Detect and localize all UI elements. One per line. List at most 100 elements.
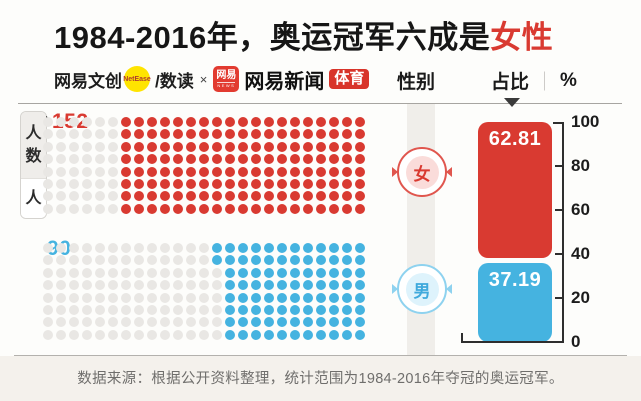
waffle-dot bbox=[43, 166, 53, 177]
waffle-dot bbox=[290, 317, 300, 328]
waffle-dot bbox=[69, 178, 79, 189]
waffle-dot bbox=[277, 255, 287, 266]
waffle-dot bbox=[134, 203, 144, 214]
waffle-dot bbox=[69, 117, 79, 127]
waffle-dot bbox=[82, 191, 92, 202]
waffle-dot bbox=[134, 267, 144, 278]
waffle-dot bbox=[69, 317, 79, 328]
waffle-dot bbox=[160, 203, 170, 214]
waffle-dot bbox=[134, 317, 144, 328]
waffle-dot bbox=[329, 154, 339, 165]
waffle-dot bbox=[69, 191, 79, 202]
waffle-dot bbox=[95, 329, 105, 340]
waffle-dot bbox=[69, 129, 79, 140]
waffle-dot bbox=[43, 267, 53, 278]
title-text: 1984-2016年，奥运冠军六成是 bbox=[54, 20, 491, 55]
waffle-dot bbox=[290, 191, 300, 202]
waffle-dot bbox=[160, 141, 170, 152]
waffle-dot bbox=[277, 141, 287, 152]
waffle-dot bbox=[160, 304, 170, 315]
male-gender-badge: 男 bbox=[392, 264, 452, 314]
waffle-dot bbox=[225, 317, 235, 328]
axis-tick bbox=[555, 209, 562, 211]
waffle-dot bbox=[212, 267, 222, 278]
waffle-dot bbox=[43, 154, 53, 165]
waffle-dot bbox=[212, 141, 222, 152]
waffle-dot bbox=[43, 178, 53, 189]
waffle-dot bbox=[173, 243, 183, 253]
waffle-dot bbox=[186, 317, 196, 328]
waffle-dot bbox=[264, 317, 274, 328]
waffle-dot bbox=[56, 154, 66, 165]
waffle-dot bbox=[212, 304, 222, 315]
waffle-dot bbox=[329, 267, 339, 278]
waffle-dot bbox=[108, 141, 118, 152]
pointer-right-icon bbox=[446, 284, 452, 294]
waffle-dot bbox=[264, 178, 274, 189]
waffle-dot bbox=[238, 203, 248, 214]
waffle-dot bbox=[303, 178, 313, 189]
waffle-dot bbox=[108, 317, 118, 328]
waffle-dot bbox=[212, 329, 222, 340]
waffle-dot bbox=[303, 154, 313, 165]
waffle-dot bbox=[56, 178, 66, 189]
share-separator: ｜ bbox=[535, 72, 555, 93]
waffle-dot bbox=[329, 292, 339, 303]
waffle-dot bbox=[160, 317, 170, 328]
waffle-dot bbox=[43, 329, 53, 340]
waffle-dot bbox=[342, 129, 352, 140]
waffle-dot bbox=[290, 329, 300, 340]
page-title: 1984-2016年，奥运冠军六成是女性 bbox=[54, 12, 553, 57]
waffle-dot bbox=[329, 255, 339, 266]
waffle-dot bbox=[199, 117, 209, 127]
waffle-dot bbox=[316, 292, 326, 303]
waffle-dot bbox=[225, 154, 235, 165]
waffle-dot bbox=[277, 117, 287, 127]
waffle-dot bbox=[225, 178, 235, 189]
waffle-dot bbox=[212, 292, 222, 303]
waffle-dot bbox=[134, 178, 144, 189]
waffle-dot bbox=[134, 129, 144, 140]
waffle-dot bbox=[238, 117, 248, 127]
waffle-dot bbox=[199, 292, 209, 303]
waffle-dot bbox=[95, 203, 105, 214]
waffle-dot bbox=[316, 203, 326, 214]
waffle-dot bbox=[316, 117, 326, 127]
waffle-dot bbox=[108, 191, 118, 202]
waffle-dot bbox=[108, 178, 118, 189]
waffle-dot bbox=[82, 280, 92, 291]
waffle-dot bbox=[342, 304, 352, 315]
waffle-dot bbox=[134, 117, 144, 127]
female-percent-value: 62.81 bbox=[488, 128, 542, 150]
waffle-dot bbox=[134, 292, 144, 303]
waffle-dot bbox=[225, 243, 235, 253]
waffle-dot bbox=[225, 191, 235, 202]
waffle-dot bbox=[329, 243, 339, 253]
waffle-dot bbox=[134, 329, 144, 340]
waffle-dot bbox=[121, 117, 131, 127]
axis-tick-label: 100 bbox=[571, 112, 600, 131]
unit-tab-unit-section: 人 bbox=[21, 178, 46, 218]
waffle-dot bbox=[251, 191, 261, 202]
netease-news-app-icon: 网易 NEWS bbox=[213, 66, 240, 92]
waffle-dot bbox=[329, 304, 339, 315]
waffle-dot bbox=[121, 129, 131, 140]
waffle-grid-female bbox=[43, 117, 365, 214]
waffle-dot bbox=[199, 329, 209, 340]
female-gender-badge: 女 bbox=[392, 147, 452, 197]
waffle-dot bbox=[95, 255, 105, 266]
waffle-dot bbox=[69, 255, 79, 266]
waffle-dot bbox=[225, 203, 235, 214]
male-char: 男 bbox=[413, 281, 431, 301]
waffle-dot bbox=[173, 129, 183, 140]
waffle-dot bbox=[173, 255, 183, 266]
waffle-dot bbox=[264, 129, 274, 140]
waffle-dot bbox=[251, 317, 261, 328]
waffle-dot bbox=[251, 141, 261, 152]
waffle-dot bbox=[173, 178, 183, 189]
waffle-dot bbox=[160, 267, 170, 278]
waffle-dot bbox=[147, 304, 157, 315]
waffle-dot bbox=[199, 178, 209, 189]
waffle-dot bbox=[277, 166, 287, 177]
waffle-dot bbox=[160, 329, 170, 340]
